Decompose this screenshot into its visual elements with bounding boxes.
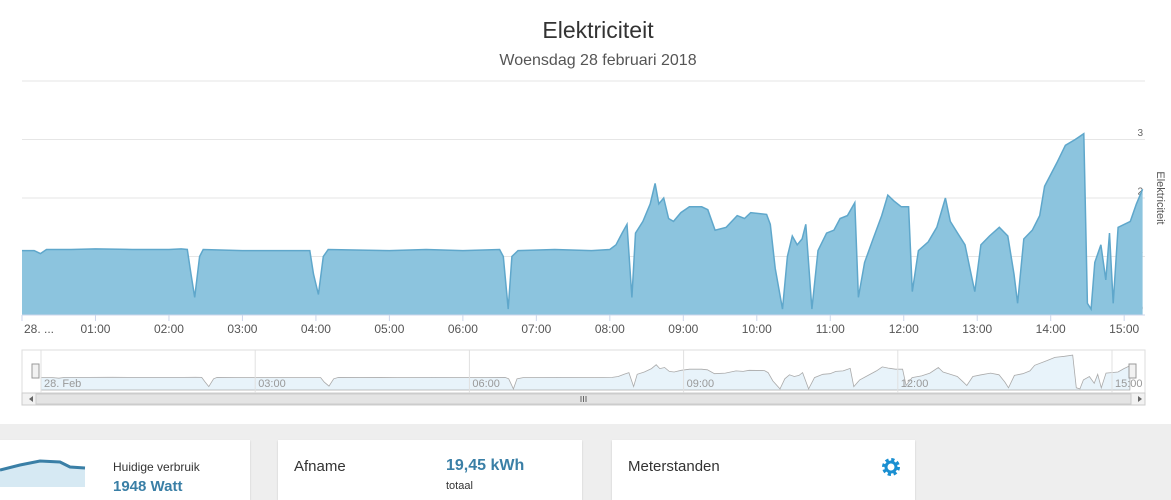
navigator-tick-label: 28. Feb bbox=[44, 378, 81, 390]
x-tick-label: 11:00 bbox=[816, 322, 845, 336]
x-tick-label: 13:00 bbox=[962, 322, 992, 336]
x-tick-label: 04:00 bbox=[301, 322, 331, 336]
x-tick-label: 15:00 bbox=[1109, 322, 1139, 336]
chart: Elektriciteit Woensdag 28 februari 2018 … bbox=[21, 17, 1166, 406]
x-tick-label: 07:00 bbox=[521, 322, 551, 336]
x-tick-label: 05:00 bbox=[374, 322, 404, 336]
x-tick-label: 14:00 bbox=[1036, 322, 1066, 336]
x-tick-label: 03:00 bbox=[227, 322, 257, 336]
chart-panel: Elektriciteit Woensdag 28 februari 2018 … bbox=[0, 0, 1171, 424]
x-tick-label: 08:00 bbox=[595, 322, 625, 336]
card-current: Huidige verbruik 1948 Watt bbox=[0, 440, 250, 500]
scroll-grip bbox=[580, 396, 587, 402]
card-value: 19,45 kWh bbox=[446, 457, 525, 474]
settings-icon[interactable] bbox=[880, 456, 902, 478]
x-tick-label: 02:00 bbox=[154, 322, 184, 336]
x-tick-label: 06:00 bbox=[448, 322, 478, 336]
sparkline bbox=[0, 459, 86, 487]
x-tick-label: 01:00 bbox=[80, 322, 110, 336]
area-line bbox=[22, 132, 1144, 312]
navigator-tick-label: 12:00 bbox=[901, 378, 929, 390]
navigator-handle[interactable] bbox=[1128, 363, 1137, 379]
card-label: Huidige verbruik bbox=[113, 460, 200, 474]
y-tick-label: 2 bbox=[1137, 187, 1143, 198]
navigator-tick-label: 06:00 bbox=[472, 378, 500, 390]
y-axis-title: Elektriciteit bbox=[1154, 171, 1166, 224]
card-meters: Meterstanden bbox=[612, 440, 915, 500]
navigator-handle[interactable] bbox=[31, 363, 40, 379]
chart-title: Elektriciteit bbox=[542, 17, 654, 43]
area bbox=[22, 133, 1143, 315]
x-tick-label: 10:00 bbox=[742, 322, 772, 336]
y-tick-label: 3 bbox=[1137, 128, 1143, 139]
x-tick-label: 28. ... bbox=[24, 322, 54, 336]
x-tick-label: 09:00 bbox=[668, 322, 698, 336]
navigator-area bbox=[40, 354, 1131, 391]
card-sub: totaal bbox=[446, 480, 473, 492]
card-label: Afname bbox=[294, 458, 346, 475]
navigator-tick-label: 15:00 bbox=[1115, 378, 1143, 390]
x-tick-label: 12:00 bbox=[889, 322, 919, 336]
navigator-tick-label: 09:00 bbox=[687, 378, 715, 390]
navigator-tick-label: 03:00 bbox=[258, 378, 286, 390]
card-label: Meterstanden bbox=[628, 458, 720, 475]
chart-subtitle: Woensdag 28 februari 2018 bbox=[499, 52, 696, 69]
card-afname: Afname 19,45 kWh totaal bbox=[278, 440, 582, 500]
